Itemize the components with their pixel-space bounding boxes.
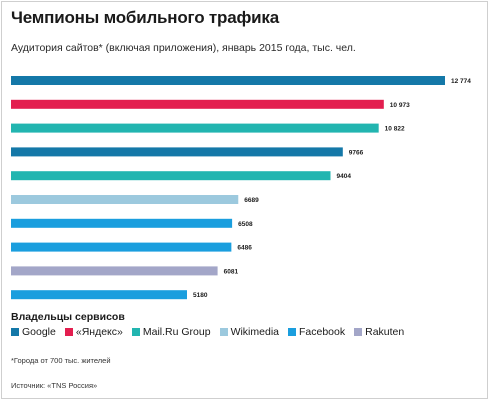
bar-5 [11,195,239,204]
bar-9 [11,290,187,300]
bar-value-label-7: 6486 [237,245,252,252]
legend-item-yandex: «Яндекс» [64,326,123,338]
bar-1 [11,99,384,109]
legend-swatch-yandex [64,328,73,336]
source-note: Источник: «TNS Россия» [11,381,98,390]
bar-chart: 12 774 10 973 10 822 9766 9404 6689 6508 6486 60… [11,76,471,300]
bar-value-label-5: 6689 [244,197,259,204]
bar-0 [11,76,445,85]
legend-swatch-mailru [131,328,140,336]
bar-value-label-4: 9404 [337,173,352,180]
bar-value-label-9: 5180 [193,292,208,299]
bar-value-label-3: 9766 [349,149,364,156]
legend-swatch-wikimedia [219,328,228,336]
legend-label-yandex: «Яндекс» [75,326,123,338]
chart-title: Чемпионы мобильного трафика [11,8,279,27]
chart-subtitle: Аудитория сайтов* (включая приложения), … [11,42,356,54]
legend-swatch-google [11,328,19,336]
legend-label-google: Google [22,326,56,338]
legend-label-facebook: Facebook [299,326,346,338]
bar-value-label-1: 10 973 [390,102,410,109]
legend-label-mailru: Mail.Ru Group [142,326,211,338]
legend-title: Владельцы сервисов [11,311,125,323]
legend: Google «Яндекс» Mail.Ru Group Wikimedia … [11,326,404,338]
bar-value-label-8: 6081 [224,268,239,275]
bar-value-label-2: 10 822 [385,126,405,133]
legend-label-rakuten: Rakuten [365,326,405,338]
bar-8 [11,266,218,276]
legend-item-wikimedia: Wikimedia [219,326,279,338]
legend-item-mailru: Mail.Ru Group [131,326,211,338]
bar-6 [11,218,233,228]
bar-2 [11,123,379,133]
legend-item-rakuten: Rakuten [354,326,404,338]
bar-value-label-0: 12 774 [451,78,471,85]
legend-swatch-rakuten [354,328,363,336]
bar-7 [11,242,232,252]
legend-swatch-facebook [288,328,296,336]
bar-value-label-6: 6508 [238,221,253,228]
footnote: *Города от 700 тыс. жителей [11,356,111,365]
legend-label-wikimedia: Wikimedia [230,326,279,338]
legend-item-google: Google [11,326,56,338]
legend-item-facebook: Facebook [288,326,345,338]
bar-3 [11,147,343,157]
bar-4 [11,171,331,181]
